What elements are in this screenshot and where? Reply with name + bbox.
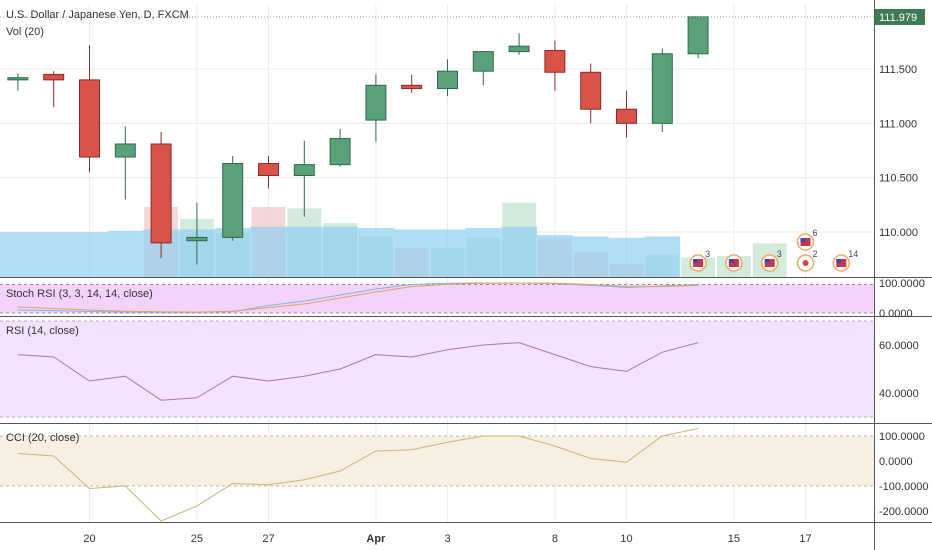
event-count-0: 3 <box>705 249 710 259</box>
cci-tick-0: 100.0000 <box>879 431 925 443</box>
volume-ma-bar-17 <box>608 237 645 277</box>
cci-tick-2: -100.0000 <box>879 481 929 493</box>
stoch-rsi-band <box>0 284 874 313</box>
last-price-text: 111.979 <box>879 12 917 24</box>
event-flag-canton-1 <box>728 259 734 263</box>
stoch-rsi-label: Stoch RSI (3, 3, 14, 14, close) <box>6 288 153 300</box>
cci-line <box>17 428 699 522</box>
event-dot-4 <box>802 260 809 266</box>
candles-layer <box>7 16 709 265</box>
candle-body-5 <box>186 236 208 242</box>
rsi-label: RSI (14, close) <box>6 325 79 337</box>
candle-body-18 <box>651 53 673 124</box>
event-count-2: 3 <box>777 249 782 259</box>
labels-layer: U.S. Dollar / Japanese Yen, D, FXCM Vol … <box>6 9 189 444</box>
event-flag-canton-3 <box>764 259 770 263</box>
rsi-line <box>17 342 699 401</box>
candle-body-0 <box>7 77 29 81</box>
volume-ma-bar-10 <box>358 228 394 277</box>
cci-tick-1: 0.0000 <box>879 456 913 468</box>
stoch-rsi-tick-0: 100.0000 <box>879 278 925 290</box>
volume-ma-bar-16 <box>572 236 609 277</box>
x-tick-6: 10 <box>620 533 632 545</box>
volume-ma-bar-12 <box>429 229 466 277</box>
rsi-tick-1: 40.0000 <box>879 388 919 400</box>
stoch-rsi-k-line <box>17 282 699 313</box>
price-tick-0: 111.500 <box>879 64 917 76</box>
candle-body-9 <box>329 138 351 166</box>
candle-body-6 <box>222 163 244 238</box>
candle-body-14 <box>508 45 530 53</box>
candle-body-15 <box>544 50 566 73</box>
x-tick-5: 8 <box>552 533 558 545</box>
candle-body-17 <box>616 108 637 124</box>
candle-body-12 <box>437 70 458 90</box>
event-count-6: 14 <box>848 249 858 259</box>
candle-body-3 <box>114 143 136 158</box>
x-tick-0: 20 <box>83 533 95 545</box>
x-tick-2: 27 <box>262 533 274 545</box>
volume-ma-bar-9 <box>322 226 358 277</box>
volume-ma-bar-14 <box>501 226 537 277</box>
stoch-rsi-d-line <box>17 282 699 313</box>
volume-ma-bar-1 <box>35 232 72 277</box>
cci-tick-3: -200.0000 <box>879 506 929 518</box>
volume-ma-bar-3 <box>107 230 144 277</box>
x-tick-7: 15 <box>728 533 740 545</box>
cci-band <box>0 436 874 486</box>
volume-ma-bar-7 <box>250 226 287 277</box>
x-tick-4: 3 <box>444 533 450 545</box>
volume-ma-bar-2 <box>71 232 108 277</box>
stoch-rsi-tick-1: 0.0000 <box>879 308 913 320</box>
event-flag-canton-0 <box>693 259 699 263</box>
candle-body-7 <box>258 163 279 176</box>
event-count-4: 2 <box>813 249 818 259</box>
chart-title: U.S. Dollar / Japanese Yen, D, FXCM <box>6 9 189 21</box>
event-flag-canton-5 <box>800 238 806 242</box>
candle-body-16 <box>580 71 602 110</box>
price-tick-1: 111.000 <box>879 118 917 130</box>
volume-ma-bar-13 <box>465 228 502 277</box>
candle-body-11 <box>401 84 423 90</box>
volume-ma-bar-8 <box>286 226 323 277</box>
x-tick-3: Apr <box>366 533 386 545</box>
cci-label: CCI (20, close) <box>6 432 79 444</box>
candle-body-13 <box>472 51 494 72</box>
event-count-5: 6 <box>813 228 818 238</box>
candle-body-2 <box>79 79 100 158</box>
volume-layer <box>0 202 787 277</box>
price-tick-3: 110.000 <box>879 227 918 239</box>
candle-body-8 <box>293 164 315 176</box>
volume-ma-bar-11 <box>393 229 430 277</box>
indicator-lines <box>17 282 699 522</box>
candle-body-10 <box>365 84 387 121</box>
price-tick-2: 110.500 <box>879 173 918 185</box>
volume-ma-bar-15 <box>537 235 573 277</box>
volume-label: Vol (20) <box>6 26 44 38</box>
x-tick-8: 17 <box>799 533 811 545</box>
rsi-tick-0: 60.0000 <box>879 340 919 352</box>
x-tick-1: 25 <box>191 533 203 545</box>
candle-body-19 <box>687 16 709 55</box>
volume-ma-bar-0 <box>0 232 36 277</box>
candle-body-4 <box>150 143 172 244</box>
indicator-bands <box>0 284 874 487</box>
candle-body-1 <box>43 73 65 81</box>
events-layer: 3 3 2 6 14 <box>689 228 858 272</box>
last-price-tag <box>875 8 925 25</box>
volume-ma-bar-18 <box>644 236 681 277</box>
event-flag-canton-6 <box>836 259 842 263</box>
rsi-band <box>0 321 874 417</box>
